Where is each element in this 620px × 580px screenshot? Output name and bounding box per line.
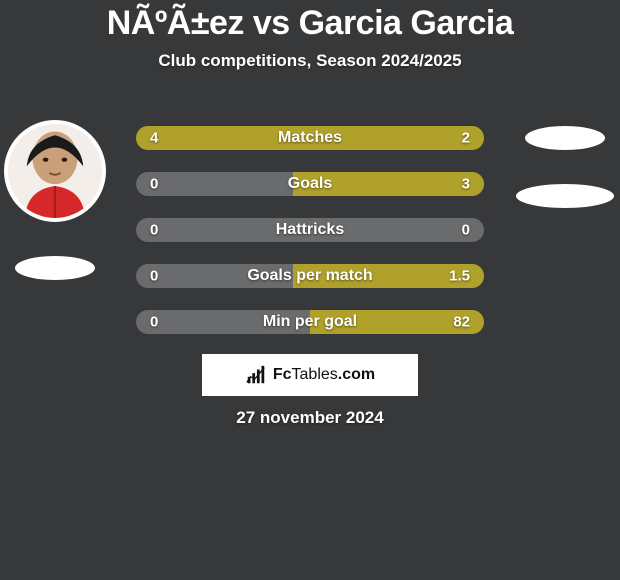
stat-row: 0 Min per goal 82 [136,310,484,334]
stat-left-value: 0 [150,268,158,285]
stat-right-value: 2 [462,130,470,147]
brand-suffix: Tables [292,366,338,383]
subtitle: Club competitions, Season 2024/2025 [0,51,620,71]
page-title: NÃºÃ±ez vs Garcia Garcia [0,0,620,43]
stat-row: 0 Goals per match 1.5 [136,264,484,288]
stat-left-value: 0 [150,314,158,331]
bar-chart-icon [245,364,267,386]
stat-right-value: 3 [462,176,470,193]
stat-bars: 4 Matches 2 0 Goals 3 0 Hattricks 0 0 Goals per ma… [136,126,484,334]
stat-label: Matches [278,129,342,147]
right-team-badge-2 [516,184,614,208]
stat-label: Goals per match [247,267,372,285]
brand-tld: .com [338,366,375,383]
stat-right-value: 0 [462,222,470,239]
stat-row: 0 Hattricks 0 [136,218,484,242]
right-player-column [510,120,620,208]
stat-left-value: 0 [150,222,158,239]
stat-row: 0 Goals 3 [136,172,484,196]
stat-right-value: 82 [453,314,470,331]
brand-watermark: FcTables.com [202,354,418,396]
stat-left-value: 0 [150,176,158,193]
stat-left-value: 4 [150,130,158,147]
brand-text: FcTables.com [273,366,375,384]
right-team-badge-1 [525,126,605,150]
person-icon [8,124,102,218]
stat-label: Hattricks [276,221,344,239]
stat-label: Min per goal [263,313,357,331]
left-player-avatar [4,120,106,222]
comparison-card: NÃºÃ±ez vs Garcia Garcia Club competitio… [0,0,620,580]
left-team-badge [15,256,95,280]
footer-date: 27 november 2024 [0,408,620,428]
stat-label: Goals [288,175,332,193]
left-player-column [0,120,110,280]
brand-prefix: Fc [273,366,292,383]
stat-row: 4 Matches 2 [136,126,484,150]
stat-right-value: 1.5 [449,268,470,285]
